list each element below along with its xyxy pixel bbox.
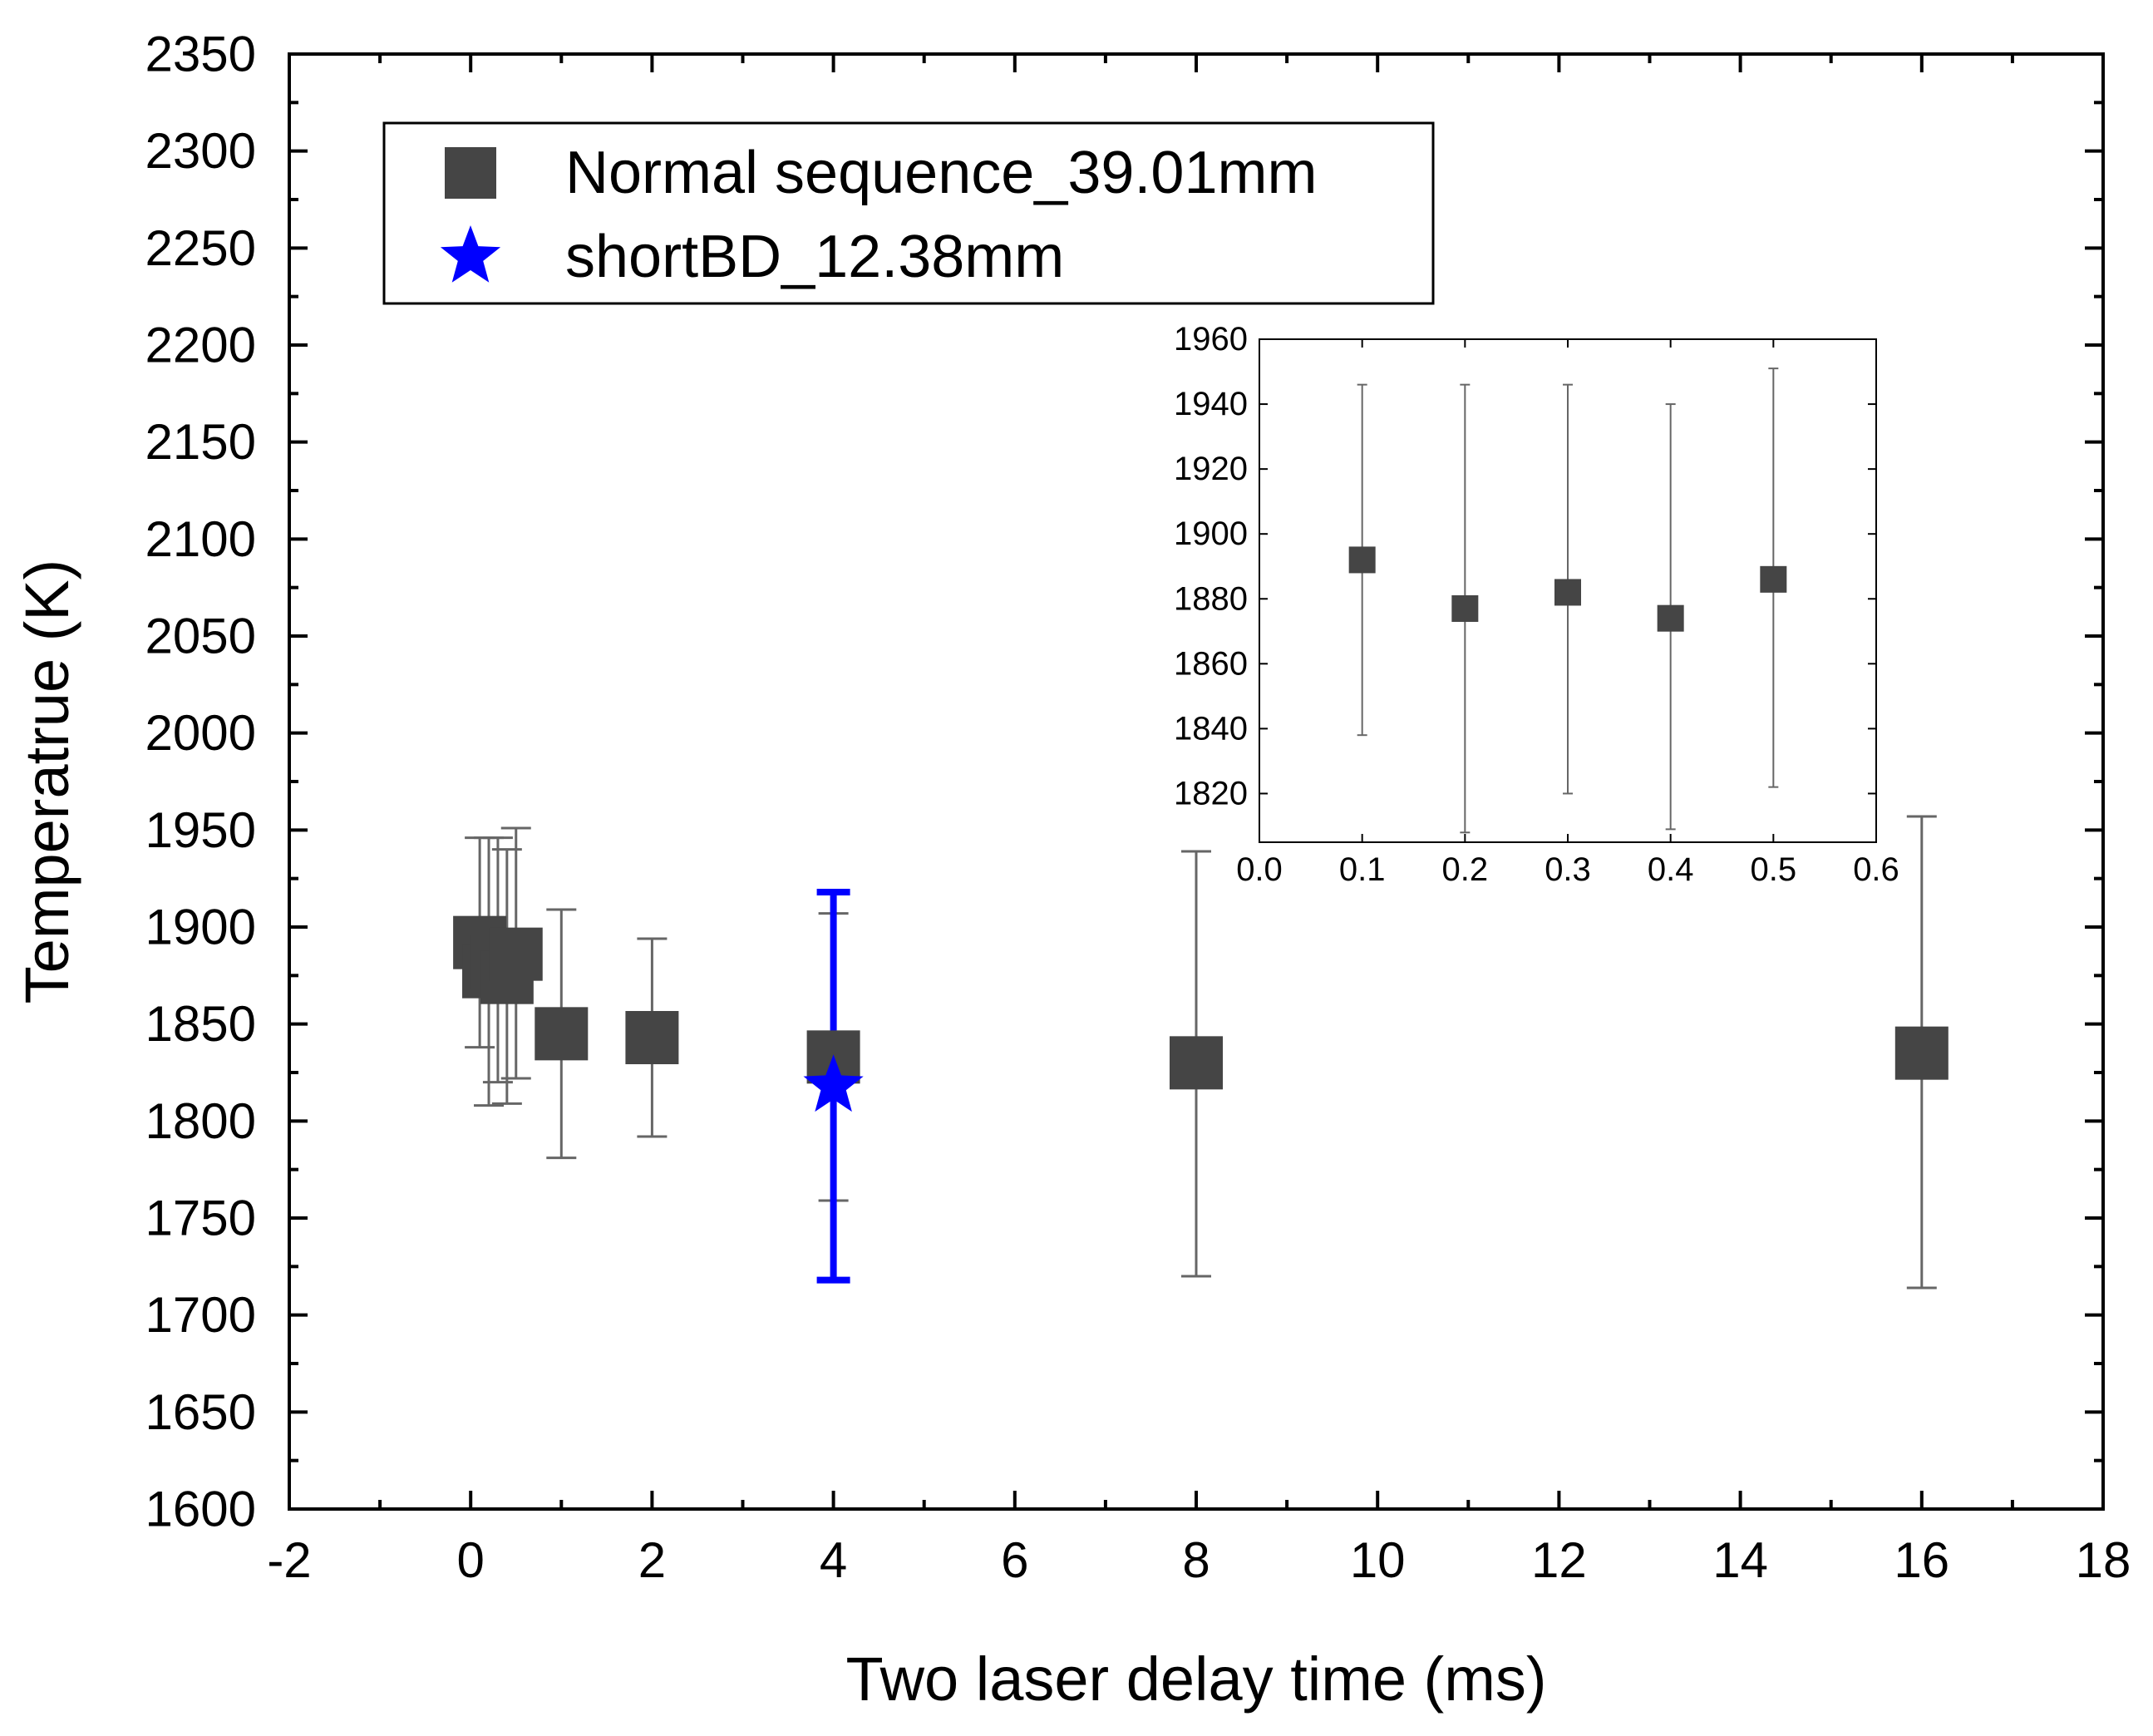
- x-tick-label: 10: [1350, 1532, 1406, 1588]
- inset-x-tick-label: 0.1: [1339, 851, 1386, 888]
- main-plot: -2 0 2 4 6 8 10 12 14 16 18 1600 1650 1700 1750 1800 185…: [12, 27, 2131, 1714]
- inset-y-tick-label: 1820: [1174, 775, 1248, 811]
- legend-marker-star: [440, 225, 501, 283]
- y-tick-label: 2350: [145, 27, 256, 82]
- y-tick-label: 2100: [145, 511, 256, 567]
- y-tick-label: 1750: [145, 1191, 256, 1246]
- plot-frame: [288, 52, 2105, 1511]
- y-tick-label: 1700: [145, 1287, 256, 1343]
- y-tick-label: 1650: [145, 1384, 256, 1440]
- y-tick-label: 2050: [145, 609, 256, 664]
- legend-marker-square: [445, 147, 496, 199]
- data-point-square: [489, 927, 543, 981]
- y-tick-label: 1800: [145, 1093, 256, 1149]
- y-tick-label: 2000: [145, 705, 256, 761]
- inset-data-point-square: [1348, 546, 1376, 574]
- inset-plot-frame: [1259, 338, 1877, 843]
- inset-x-tick-label: 0.0: [1236, 851, 1283, 888]
- data-point-square: [1170, 1036, 1223, 1090]
- inset-y-tick-label: 1900: [1174, 515, 1248, 552]
- inset-y-tick-label: 1920: [1174, 451, 1248, 487]
- data-point-square: [1894, 1026, 1949, 1080]
- legend-label-shortbd: shortBD_12.38mm: [565, 224, 1064, 290]
- data-point-star: [803, 1054, 864, 1112]
- y-tick-label: 1850: [145, 996, 256, 1052]
- y-tick-label: 2200: [145, 318, 256, 373]
- y-tick-label: 1950: [145, 802, 256, 858]
- inset-y-tick-label: 1860: [1174, 645, 1248, 682]
- x-axis-title: Two laser delay time (ms): [846, 1645, 1547, 1714]
- inset-data-point-square: [1760, 565, 1787, 593]
- legend-box: [382, 121, 1435, 305]
- inset-data-point-square: [1554, 579, 1581, 606]
- x-tick-label: 16: [1894, 1532, 1949, 1588]
- data-point-square: [625, 1011, 679, 1064]
- inset-x-tick-label: 0.5: [1751, 851, 1797, 888]
- y-tick-label: 2300: [145, 123, 256, 179]
- x-tick-label: 2: [638, 1532, 666, 1588]
- inset-x-tick-label: 0.4: [1648, 851, 1694, 888]
- y-tick-label: 2250: [145, 220, 256, 276]
- inset-x-tick-label: 0.6: [1853, 851, 1899, 888]
- x-tick-label: 12: [1531, 1532, 1587, 1588]
- inset-plot: 0.0 0.1 0.2 0.3 0.4 0.5 0.6 1820 1840 1860 1880 190…: [1174, 321, 1899, 888]
- x-tick-label: 14: [1712, 1532, 1768, 1588]
- x-tick-label: 4: [820, 1532, 847, 1588]
- x-tick-label: -2: [267, 1532, 311, 1588]
- x-tick-label: 8: [1182, 1532, 1210, 1588]
- inset-x-tick-label: 0.2: [1442, 851, 1489, 888]
- inset-y-tick-label: 1880: [1174, 580, 1248, 617]
- data-point-square: [535, 1007, 589, 1061]
- y-axis-title: Temperatrue (K): [12, 560, 81, 1004]
- x-tick-label: 0: [457, 1532, 485, 1588]
- inset-y-tick-label: 1940: [1174, 386, 1248, 422]
- y-tick-label: 1600: [145, 1482, 256, 1537]
- legend-label-normal: Normal sequence_39.01mm: [565, 140, 1317, 206]
- inset-y-tick-label: 1840: [1174, 710, 1248, 747]
- legend: Normal sequence_39.01mm shortBD_12.38mm: [382, 121, 1435, 305]
- inset-x-tick-label: 0.3: [1545, 851, 1591, 888]
- x-tick-label: 18: [2076, 1532, 2131, 1588]
- y-tick-label: 1900: [145, 900, 256, 955]
- inset-y-tick-label: 1960: [1174, 321, 1248, 358]
- y-tick-label: 2150: [145, 414, 256, 470]
- x-tick-label: 6: [1001, 1532, 1028, 1588]
- inset-data-point-square: [1451, 594, 1479, 622]
- inset-data-point-square: [1657, 604, 1684, 632]
